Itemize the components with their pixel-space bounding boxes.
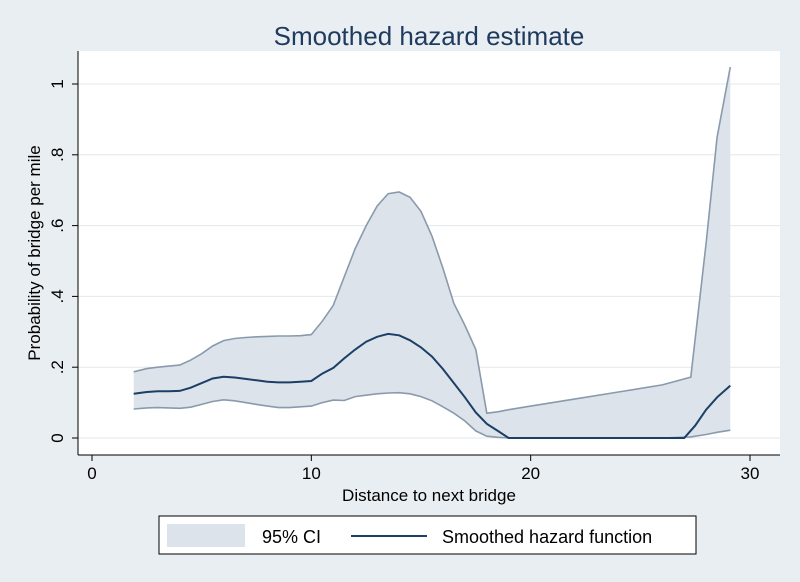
y-tick-label: .8 [48, 148, 67, 162]
axis-layer [77, 51, 780, 456]
legend-box [158, 515, 697, 555]
ci-upper-bound [133, 66, 732, 415]
x-tick-label: 20 [521, 464, 540, 483]
tick-layer: 0.2.4.6.810 10 20 30 [48, 79, 759, 483]
x-axis-title: Distance to next bridge [342, 486, 516, 505]
hazard-line-layer [133, 332, 731, 439]
y-tick-label: .4 [48, 289, 67, 303]
legend-label-line: Smoothed hazard function [442, 527, 652, 547]
x-tick-label: 0 [87, 464, 96, 483]
chart-title: Smoothed hazard estimate [274, 21, 585, 51]
y-axis-title: Probability of bridge per mile [25, 145, 44, 360]
y-tick-label: .6 [48, 219, 67, 233]
x-tick-label: 30 [741, 464, 760, 483]
y-tick-label: 1 [48, 79, 67, 88]
legend-label-ci: 95% CI [262, 527, 321, 547]
ci-band [133, 67, 731, 438]
y-tick-label: .2 [48, 360, 67, 374]
x-tick-label: 10 [302, 464, 321, 483]
legend-swatch-ci [167, 524, 245, 547]
legend: 95% CI Smoothed hazard function [158, 515, 697, 555]
hazard-line [133, 332, 731, 439]
y-tick-label: 0 [48, 433, 67, 442]
